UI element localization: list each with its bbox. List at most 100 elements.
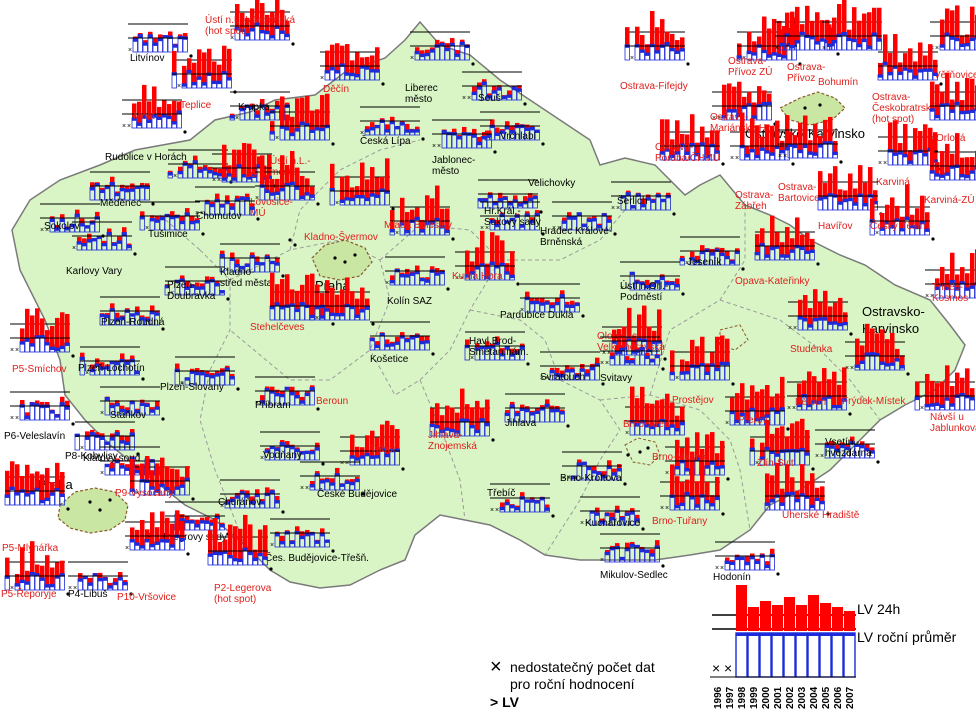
station-dot: [626, 453, 630, 457]
annual-mean-bar: [797, 404, 802, 408]
exceed-bar: [45, 401, 50, 405]
exceed-bar: [230, 113, 235, 116]
annual-mean-bar: [595, 512, 600, 516]
exceed-bar: [390, 341, 395, 344]
annual-mean-bar: [765, 150, 770, 154]
annual-mean-bar: [828, 193, 833, 197]
exceed-bar: [795, 6, 800, 41]
annual-mean-bar: [842, 32, 847, 36]
exceed-bar: [482, 79, 487, 83]
annual-mean-bar: [665, 42, 670, 46]
annual-mean-bar: [935, 402, 940, 406]
station-label: Kuchařovice: [585, 518, 640, 529]
exceed-bar: [270, 12, 275, 36]
exceed-bar: [435, 39, 440, 45]
annual-mean-bar: [180, 278, 185, 282]
annual-mean-bar: [610, 547, 615, 551]
exceed-bar: [280, 96, 285, 126]
annual-mean-bar: [330, 67, 335, 71]
exceed-bar: [350, 291, 355, 307]
insufficient-data-icon: ×: [665, 470, 669, 477]
exceed-bar: [218, 541, 223, 553]
exceed-bar: [150, 512, 155, 545]
station-dot: [161, 327, 165, 331]
annual-mean-bar: [750, 408, 755, 412]
exceed-bar: [617, 329, 622, 351]
station-chart: × ×Ostrava-Zábřeh: [730, 112, 795, 212]
annual-mean-bar: [310, 532, 315, 536]
station-label: Třinec-Kosmos: [932, 282, 968, 304]
exceed-bar: [385, 420, 390, 455]
exceed-bar: [100, 433, 105, 437]
station-chart: × ×P5-Smíchov: [10, 308, 75, 375]
station-label: P6-Veleslavín: [4, 431, 65, 442]
exceed-bar: [235, 3, 240, 28]
station-label: Ostrava-Přívoz ZÚ: [728, 56, 772, 78]
exceed-bar: [172, 100, 177, 122]
annual-mean-bar: [857, 44, 862, 48]
exceed-bar: [250, 203, 255, 207]
annual-mean-bar: [666, 195, 671, 199]
annual-mean-bar: [210, 204, 215, 208]
exceed-bar: [910, 214, 915, 226]
annual-mean-bar: [30, 572, 35, 576]
station-chart: × ×Vsetín -hvězdárna: [815, 429, 880, 464]
station-label: Kladno-Švermov: [304, 230, 378, 243]
exceed-bar: [167, 104, 172, 117]
annual-mean-bar: [200, 286, 205, 290]
exceed-bar: [770, 215, 775, 248]
annual-mean-bar: [483, 198, 488, 202]
insufficient-data-icon: ×: [540, 375, 544, 382]
station-chart: ×Mladá Boleslav: [384, 185, 455, 241]
exceed-bar: [823, 290, 828, 318]
station-chart: ×Havl.Brod-Smetan.nám.: [464, 331, 530, 366]
exceed-bar: [770, 433, 775, 451]
annual-mean-bar: [235, 495, 240, 499]
annual-mean-bar: [370, 69, 375, 73]
legend-annual-bar: [819, 632, 832, 678]
exceed-bar: [737, 43, 742, 56]
station-dot: [826, 512, 830, 516]
insufficient-data-icon: ×: [235, 115, 239, 122]
annual-mean-bar: [790, 45, 795, 49]
exceed-bar: [55, 462, 60, 489]
exceed-bar: [955, 274, 960, 288]
exceed-bar: [680, 133, 685, 144]
exceed-bar: [823, 119, 828, 142]
station-dot: [672, 212, 676, 216]
annual-mean-bar: [370, 127, 375, 131]
exceed-bar: [700, 126, 705, 143]
annual-mean-bar: [745, 154, 750, 158]
annual-mean-bar: [490, 262, 495, 266]
exceed-bar: [857, 20, 862, 45]
annual-mean-bar: [923, 68, 928, 72]
station-label: Příbram: [255, 400, 291, 411]
station-chart: ×Prostějov: [669, 335, 735, 406]
exceed-bar: [827, 379, 832, 396]
exceed-bar: [742, 96, 747, 107]
annual-mean-bar: [750, 447, 755, 451]
exceed-bar: [260, 395, 265, 401]
annual-mean-bar: [725, 560, 730, 564]
station-chart: ×Plzeň-Slovany: [160, 356, 240, 393]
exceed-bar: [605, 550, 610, 553]
station-label: Litvínov: [130, 53, 164, 64]
annual-mean-bar: [260, 262, 265, 266]
exceed-bar: [710, 495, 715, 504]
station-chart: × ×Třebíč: [487, 483, 555, 518]
annual-mean-bar: [50, 347, 55, 351]
annual-mean-bar: [223, 550, 228, 554]
annual-mean-bar: [420, 229, 425, 233]
legend-annual-mean-bar: [772, 633, 783, 636]
station-chart: × ×P4-Libuš: [68, 561, 133, 600]
annual-mean-bar: [40, 335, 45, 339]
station-chart: Ostrava-Poruba/ČHMÚ: [655, 114, 725, 166]
insufficient-data-icon: ×: [778, 153, 782, 160]
exceed-bar: [720, 440, 725, 466]
exceed-bar: [500, 240, 505, 264]
station-label: Klatovy soud: [83, 453, 140, 464]
annual-mean-bar: [530, 412, 535, 416]
station-dot: [71, 422, 75, 426]
annual-mean-bar: [300, 122, 305, 126]
annual-mean-bar: [788, 144, 793, 148]
